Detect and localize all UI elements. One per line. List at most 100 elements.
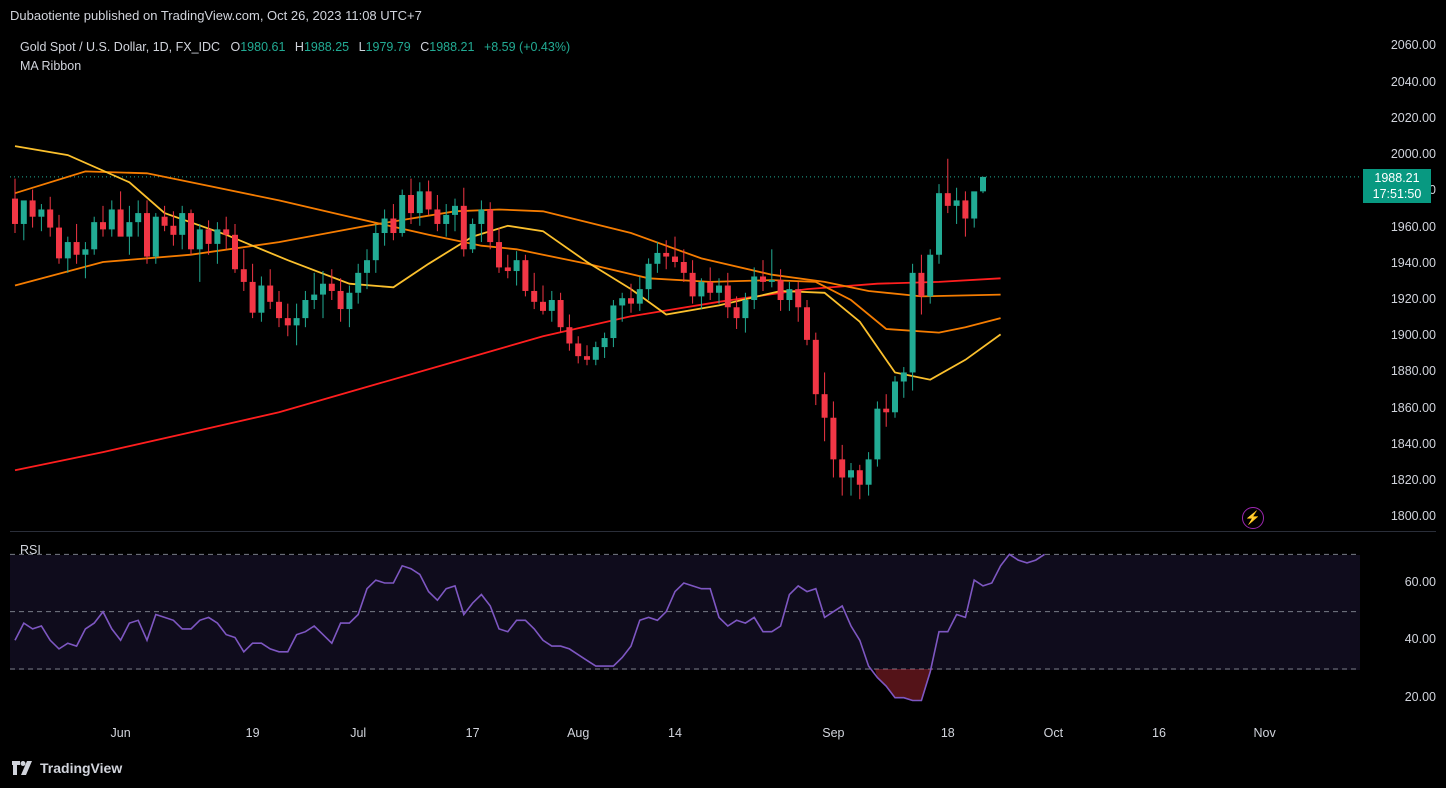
tradingview-logo-icon [12, 761, 32, 775]
candle-body [240, 269, 247, 282]
candle-body [82, 249, 89, 255]
change-value: +8.59 (+0.43%) [483, 40, 571, 54]
time-tick: 16 [1152, 726, 1166, 740]
rsi-oversold-fill [874, 669, 933, 701]
candle-body [460, 205, 467, 250]
candle-body [399, 194, 406, 234]
time-tick: Aug [567, 726, 590, 740]
candle-body [108, 209, 115, 230]
candle-body [927, 254, 934, 297]
time-tick: Jun [110, 726, 131, 740]
rsi-line [14, 553, 1046, 702]
ma-line-red [14, 277, 1001, 472]
candle-body [918, 272, 925, 297]
indicator-rsi[interactable]: RSI [20, 543, 41, 557]
candle-body [610, 305, 617, 339]
candle-body [100, 222, 106, 230]
candle-body [680, 261, 687, 273]
candle-body [504, 267, 511, 272]
open-value: 1980.61 [240, 40, 286, 54]
price-tick: 1820.00 [1390, 473, 1436, 488]
price-tick: 1920.00 [1390, 292, 1436, 306]
price-tick: 1900.00 [1390, 328, 1436, 343]
candle-body [522, 260, 529, 291]
candle-body [645, 263, 652, 290]
candle-body [724, 285, 731, 308]
candle-body [355, 272, 362, 293]
time-tick: 19 [245, 726, 260, 740]
candle-body [540, 301, 546, 311]
candle-body [777, 280, 784, 301]
price-tick: 2020.00 [1390, 110, 1436, 125]
price-tick: 1840.00 [1390, 436, 1436, 451]
candle-body [689, 272, 696, 297]
candle-body [707, 281, 714, 293]
brand-name: TradingView [40, 760, 123, 776]
candle-body [487, 209, 494, 243]
candle-body [892, 381, 898, 413]
candle-body [768, 280, 775, 282]
candle-body [188, 213, 194, 250]
candle-body [812, 339, 819, 395]
candle-body [434, 209, 441, 224]
candle-body [196, 229, 203, 250]
candle-body [821, 394, 828, 418]
time-tick: Oct [1043, 726, 1064, 740]
open-label: O [230, 40, 241, 54]
candle-body [557, 300, 564, 328]
pane-separator[interactable] [10, 531, 1436, 532]
candle-body [214, 229, 221, 244]
price-tick: 1800.00 [1390, 509, 1436, 524]
candle-body [293, 318, 300, 326]
candle-body [443, 214, 450, 224]
candle-body [742, 300, 749, 319]
candle-body [161, 216, 168, 226]
rsi-tick: 20.00 [1404, 689, 1436, 704]
candle-body [953, 200, 960, 206]
rsi-tick: 40.00 [1404, 632, 1436, 647]
ma-line-orange [14, 170, 1001, 334]
price-tick: 1880.00 [1390, 364, 1436, 379]
candle-body [337, 290, 344, 310]
rsi-pane-background [10, 555, 1360, 670]
candle-body [531, 290, 538, 302]
candle-body [20, 200, 27, 224]
candle-body [980, 176, 986, 192]
candle-body [883, 408, 890, 413]
candle-body [663, 252, 670, 257]
candle-body [117, 209, 124, 237]
time-tick: Nov [1253, 726, 1276, 740]
candle-body [249, 281, 256, 313]
candle-body [302, 300, 309, 319]
candle-body [496, 242, 502, 268]
candle-body [628, 298, 634, 304]
candle-body [152, 216, 159, 257]
ma-line-yellow [14, 145, 1002, 381]
candle-body [548, 300, 555, 311]
candle-body [452, 205, 458, 215]
candle-body [56, 227, 62, 259]
candle-body [73, 242, 80, 255]
candle-body [170, 225, 177, 235]
candle-body [619, 298, 626, 306]
candle-body [856, 470, 863, 485]
candle-body [900, 372, 907, 382]
close-label: C [420, 40, 430, 54]
last-price-value: 1988.21 [1374, 171, 1420, 185]
price-tick: 1960.00 [1390, 219, 1436, 234]
price-tick: 1940.00 [1390, 255, 1436, 270]
candle-body [205, 229, 212, 244]
lightning-icon[interactable]: ⚡ [1242, 507, 1264, 529]
candle-body [698, 281, 705, 297]
candle-body [830, 417, 837, 460]
tradingview-logo[interactable]: TradingView [12, 760, 122, 776]
last-price-label: 1988.21 17:51:50 [1363, 169, 1431, 203]
indicator-ma-ribbon[interactable]: MA Ribbon [20, 59, 82, 73]
candle-body [258, 285, 265, 313]
candle-body [795, 289, 802, 308]
candle-body [364, 260, 370, 273]
candle-body [804, 307, 810, 340]
candle-body [786, 289, 793, 301]
candle-body [469, 223, 476, 250]
